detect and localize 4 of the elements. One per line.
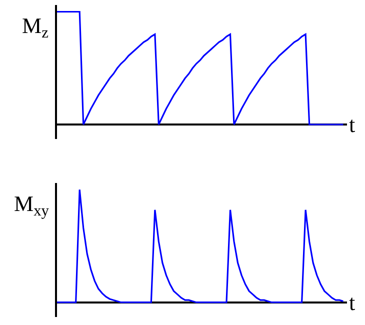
y-axis-title: M$_{z}$ — [22, 13, 49, 42]
x-axis-title: t — [349, 290, 356, 315]
y-axis-title: M$_{xy}$ — [14, 191, 50, 220]
x-axis-title: t — [349, 112, 356, 137]
